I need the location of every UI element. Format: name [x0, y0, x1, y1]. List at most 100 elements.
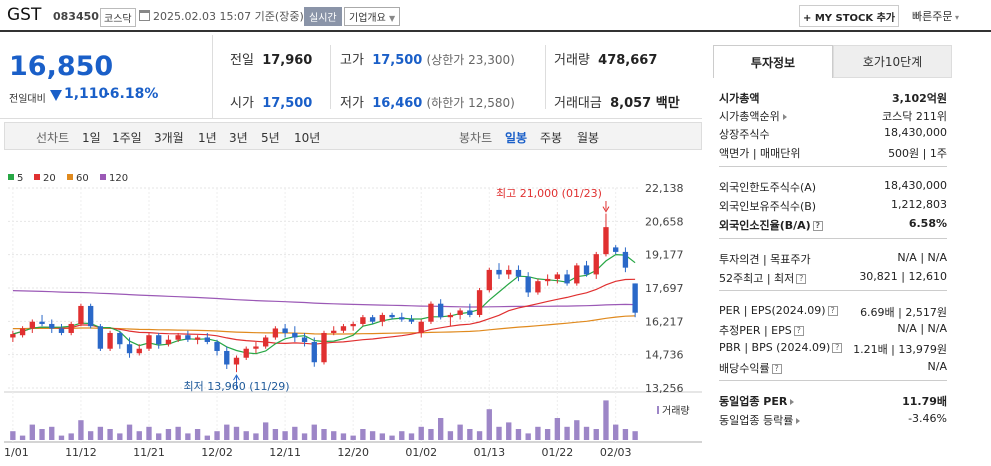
help-icon[interactable]: ?: [832, 343, 843, 353]
low-label: 저가: [340, 96, 364, 111]
candle: [515, 269, 522, 277]
volume-bar: [535, 426, 541, 440]
legend-label: 20: [43, 173, 56, 184]
divider: [330, 45, 331, 109]
info-row: 투자의견 | 목표주가 N/A | N/A: [719, 251, 947, 269]
candle: [331, 330, 337, 333]
x-tick-label: 01/02: [405, 446, 437, 459]
legend-swatch: [34, 174, 40, 180]
volume-bar: [476, 431, 483, 440]
help-icon[interactable]: ?: [812, 221, 823, 231]
low-value: 16,460: [372, 96, 423, 111]
tab-10y[interactable]: 10년: [294, 131, 321, 145]
tab-orderbook[interactable]: 호가10단계: [833, 45, 952, 78]
tab-weekly[interactable]: 주봉: [540, 131, 563, 145]
caret-right-icon[interactable]: [790, 399, 795, 405]
volume-bar: [233, 426, 240, 440]
candle: [107, 332, 113, 349]
help-icon[interactable]: ?: [793, 326, 804, 336]
info-key: 투자의견 | 목표주가: [719, 253, 811, 266]
tab-investment-info[interactable]: 투자정보: [713, 45, 833, 78]
volume-bar: [486, 409, 492, 440]
tab-1y[interactable]: 1년: [198, 131, 217, 145]
price-chart[interactable]: 22,138 20,658 19,177 17,697 16,217 14,736 13,2…: [4, 170, 702, 462]
tab-daily[interactable]: 일봉: [505, 131, 528, 145]
volume-bar: [19, 435, 26, 440]
tab-5y[interactable]: 5년: [261, 131, 280, 145]
volume-swatch: [657, 406, 659, 414]
quick-order-button[interactable]: 빠른주문 ▾: [912, 8, 959, 24]
volume-bar: [379, 433, 386, 440]
volume-bar: [175, 426, 181, 440]
candle: [282, 328, 288, 333]
help-icon[interactable]: ?: [771, 364, 782, 374]
tab-monthly[interactable]: 월봉: [577, 131, 600, 145]
current-price: 16,850: [9, 51, 114, 82]
volume-bar: [253, 433, 259, 440]
candle: [156, 335, 162, 345]
volume-bar: [369, 431, 376, 440]
info-value: 18,430,000: [884, 126, 947, 139]
volume-bar: [107, 429, 113, 440]
candle: [360, 317, 366, 324]
volume-bar: [272, 429, 279, 440]
volume-bar: [321, 429, 327, 440]
tab-3m[interactable]: 3개월: [154, 131, 184, 145]
help-icon[interactable]: ?: [827, 306, 838, 316]
caret-right-icon[interactable]: [796, 418, 801, 424]
volume-bar: [224, 424, 230, 440]
tab-1d[interactable]: 1일: [82, 131, 101, 145]
open-value: 17,500: [262, 96, 313, 111]
info-key: 외국인소진율(B/A)?: [719, 217, 823, 233]
y-tick-label: 17,697: [645, 282, 684, 295]
info-value: N/A | N/A: [897, 322, 947, 335]
tab-3y[interactable]: 3년: [229, 131, 248, 145]
caret-right-icon[interactable]: [782, 114, 787, 120]
volume-bar: [58, 435, 65, 440]
candle: [49, 323, 55, 329]
market-badge: 코스닥: [100, 8, 136, 27]
info-row: 외국인소진율(B/A)? 6.58%: [719, 217, 947, 235]
candle: [369, 317, 376, 322]
candle: [204, 337, 210, 342]
volume-bar: [214, 431, 220, 440]
open-label: 시가: [230, 96, 254, 111]
legend-swatch: [8, 174, 14, 180]
help-icon[interactable]: ?: [796, 274, 807, 284]
volume-bar: [49, 426, 55, 440]
legend-label: 5: [17, 173, 23, 184]
x-tick-label: 01/22: [542, 446, 574, 459]
candle: [379, 314, 386, 322]
volume-label: 거래량: [554, 53, 590, 68]
candle: [525, 276, 531, 293]
candle: [447, 314, 454, 318]
volume-bar: [301, 433, 308, 440]
company-overview-dropdown[interactable]: 기업개요 ▼: [344, 7, 401, 26]
x-tick-label: 11/12: [65, 446, 97, 459]
candle: [535, 281, 541, 293]
x-tick-label: 11/21: [133, 446, 165, 459]
info-key: 배당수익률?: [719, 360, 782, 376]
realtime-button[interactable]: 실시간: [304, 7, 342, 26]
volume-bar: [438, 418, 444, 440]
candle: [496, 269, 502, 275]
volume-bar: [428, 429, 434, 440]
volume-bar: [622, 429, 629, 440]
info-value: 30,821 | 12,610: [859, 270, 947, 283]
change-label: 전일대비: [9, 94, 46, 105]
info-row: 외국인한도주식수(A) 18,430,000: [719, 179, 947, 197]
info-key: 동일업종 PER: [719, 393, 795, 409]
volume-bar: [506, 422, 512, 440]
volume-bar: [97, 426, 104, 440]
candle: [136, 348, 142, 354]
volume-bar: [603, 400, 609, 440]
candle: [632, 283, 638, 313]
volume-bar: [331, 431, 337, 440]
candle: [622, 251, 629, 268]
volume-label: 거래량: [662, 405, 690, 417]
volume-bar: [117, 433, 123, 440]
volume: 거래량 478,667: [554, 49, 657, 68]
add-mystock-button[interactable]: + MY STOCK 추가: [799, 5, 899, 27]
tab-1w[interactable]: 1주일: [112, 131, 142, 145]
amount-label: 거래대금: [554, 96, 602, 111]
